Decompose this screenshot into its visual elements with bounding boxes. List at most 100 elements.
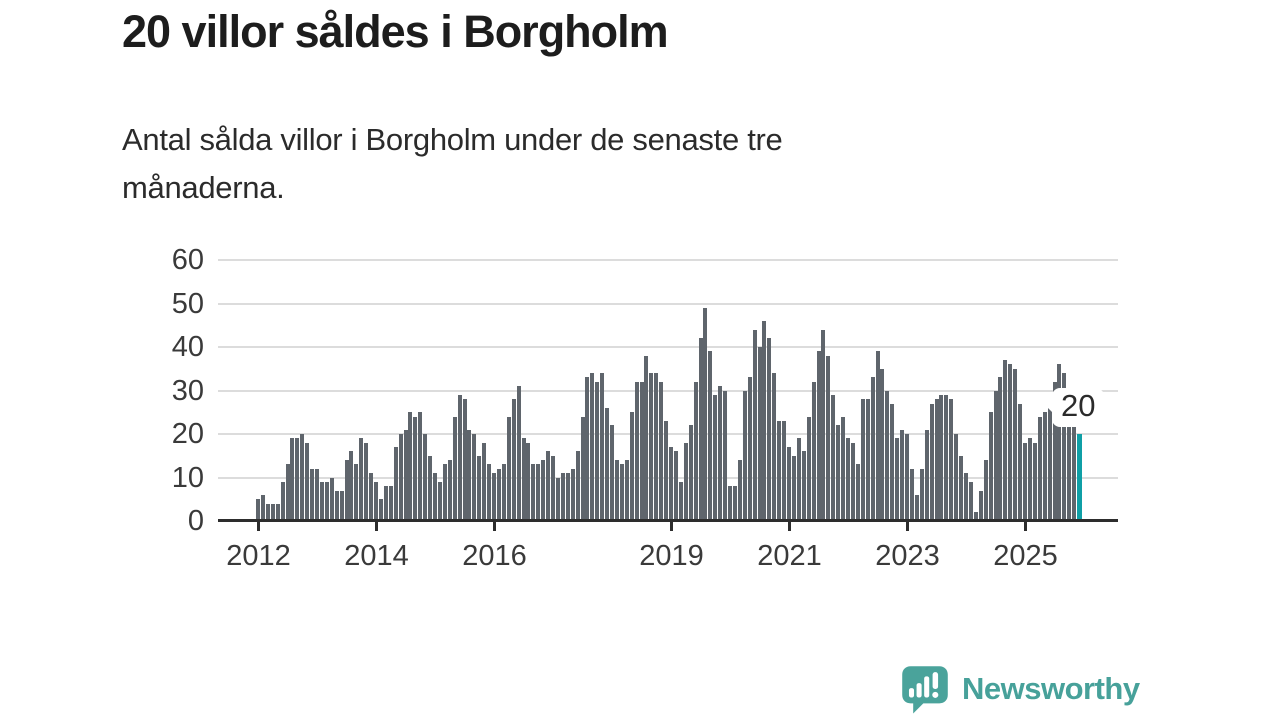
gridline	[218, 259, 1118, 261]
bar	[649, 373, 654, 521]
bar	[501, 464, 506, 521]
y-tick-label: 40	[171, 331, 204, 363]
bar	[855, 464, 860, 521]
bar	[516, 386, 521, 521]
bar	[260, 494, 265, 521]
bar	[683, 442, 688, 521]
bar	[295, 438, 300, 521]
bar	[526, 442, 531, 521]
bar	[285, 464, 290, 521]
bar	[737, 460, 742, 521]
bar	[782, 420, 787, 521]
bar	[752, 329, 757, 521]
x-tick-label: 2012	[226, 540, 291, 572]
bar	[639, 381, 644, 521]
bar	[742, 390, 747, 521]
bar	[1037, 416, 1042, 521]
bar	[870, 377, 875, 521]
bar	[968, 481, 973, 521]
bar	[629, 412, 634, 521]
bar	[541, 460, 546, 521]
y-tick-label: 10	[171, 461, 204, 494]
bar	[1052, 381, 1057, 521]
bar	[708, 351, 713, 521]
bar	[890, 403, 895, 521]
bar	[659, 381, 664, 521]
chart-title: 20 villor såldes i Borgholm	[122, 6, 669, 57]
bar	[732, 486, 737, 521]
bar	[388, 486, 393, 521]
bar	[801, 451, 806, 521]
bar	[1027, 438, 1032, 521]
bar	[305, 442, 310, 521]
bar	[787, 447, 791, 521]
bar	[1047, 407, 1052, 521]
callout-value: 20	[1061, 388, 1096, 423]
bar	[619, 464, 624, 521]
bar	[909, 468, 914, 521]
bar	[654, 373, 659, 521]
bar	[865, 399, 870, 521]
bar	[551, 455, 555, 521]
bar	[300, 434, 305, 521]
x-tick-label: 2021	[757, 540, 822, 572]
bar	[310, 468, 315, 521]
bar	[256, 499, 260, 521]
bar	[280, 481, 285, 521]
bar	[1057, 364, 1062, 521]
bar	[693, 381, 698, 521]
bar	[723, 390, 728, 521]
bar	[496, 468, 501, 521]
bar	[846, 438, 850, 521]
bar	[919, 468, 924, 521]
bar	[521, 438, 526, 521]
bar	[1062, 373, 1067, 521]
bar	[806, 416, 811, 521]
bar	[777, 420, 782, 521]
bar	[605, 407, 610, 521]
bar	[703, 307, 708, 521]
bar	[265, 503, 270, 521]
x-tick	[906, 522, 909, 531]
x-tick	[670, 522, 673, 531]
bar	[275, 503, 280, 521]
bar	[614, 460, 619, 521]
bar	[949, 399, 954, 521]
bar	[964, 473, 968, 521]
last-value-callout: 20	[1047, 388, 1105, 427]
bar	[472, 434, 477, 521]
bar	[452, 416, 457, 521]
bar	[610, 425, 614, 521]
bar	[1018, 403, 1023, 521]
bar	[796, 438, 801, 521]
bar	[885, 390, 890, 521]
x-tick-label: 2019	[639, 540, 704, 572]
bar	[462, 399, 467, 521]
bar	[747, 377, 752, 521]
bar	[880, 368, 885, 521]
bar	[447, 460, 452, 521]
bar	[344, 460, 349, 521]
x-axis-line	[218, 519, 1118, 522]
bar	[290, 438, 295, 521]
bar	[826, 355, 831, 521]
bar	[536, 464, 541, 521]
bar	[978, 490, 983, 521]
bar	[905, 434, 909, 521]
x-tick	[375, 522, 378, 531]
subtitle-line-2: månaderna.	[122, 170, 285, 205]
bar	[983, 460, 988, 521]
bar	[644, 355, 649, 521]
bar	[359, 438, 364, 521]
bar	[442, 464, 447, 521]
bar	[624, 460, 629, 521]
newsworthy-speech-bubble-chart-icon	[902, 666, 948, 714]
bar	[816, 351, 821, 521]
bar	[688, 425, 693, 521]
bar	[418, 412, 423, 521]
x-tick	[1024, 522, 1027, 531]
bar-chart: 20 villor såldes i Borgholm Antal sålda …	[122, 6, 1118, 572]
bar	[364, 442, 369, 521]
bar	[900, 429, 905, 521]
bar	[1023, 442, 1027, 521]
